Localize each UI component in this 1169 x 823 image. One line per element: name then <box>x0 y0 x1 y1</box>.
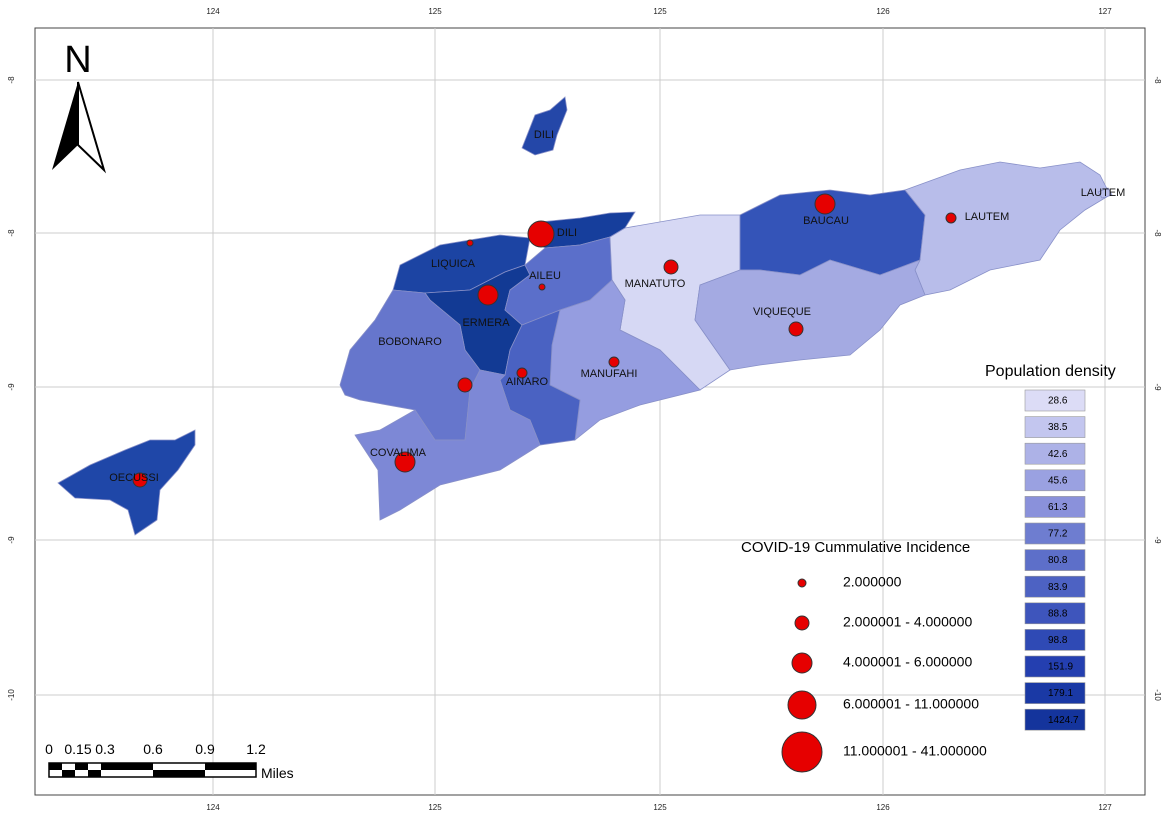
lon-label: 127 <box>1098 7 1112 16</box>
legend-symbol <box>791 652 813 674</box>
legend-label: 151.9 <box>1048 662 1073 673</box>
districts <box>57 96 1113 536</box>
generated: 124 125 125 126 127 124 125 125 126 127 -8 -8 -9 -9 -1… <box>7 7 1162 812</box>
legend-label: 61.3 <box>1048 502 1068 513</box>
legend-swatch <box>1024 522 1086 545</box>
north-arrow: N <box>52 39 107 174</box>
lon-label: 125 <box>428 803 442 812</box>
region-label: DILI <box>557 227 577 239</box>
legend-label: 28.6 <box>1048 396 1068 407</box>
lon-label: 126 <box>876 803 890 812</box>
lat-label: -8 <box>7 229 16 237</box>
legend-label: 6.000001 - 11.000000 <box>843 696 979 712</box>
lat-label: -9 <box>1153 383 1162 391</box>
scale-bar <box>48 762 257 778</box>
legend-swatch <box>1024 682 1086 704</box>
legend-label: 42.6 <box>1048 449 1068 460</box>
region-label: LAUTEM <box>965 211 1010 223</box>
lat-label: -10 <box>7 689 16 701</box>
district-oecussi <box>57 429 196 536</box>
scale-label: 0 <box>45 741 53 757</box>
legend-swatch <box>1024 708 1086 731</box>
lon-label: 125 <box>653 803 667 812</box>
legend-swatch <box>1024 389 1086 412</box>
legend-label: 2.000000 <box>843 574 902 590</box>
legend-title: COVID-19 Cummulative Incidence <box>741 539 970 556</box>
legend-symbol <box>797 578 807 588</box>
lon-label: 124 <box>206 803 220 812</box>
legend-symbol <box>787 690 817 720</box>
lon-label: 125 <box>428 7 442 16</box>
lat-label: -8 <box>7 76 16 84</box>
lon-label: 127 <box>1098 803 1112 812</box>
lat-label: -9 <box>7 383 16 391</box>
lon-label: 124 <box>206 7 220 16</box>
legend-label: 77.2 <box>1048 529 1068 540</box>
district-lautem-islet <box>1097 187 1113 199</box>
legend-label: 98.8 <box>1048 635 1068 646</box>
scale-label: 0.3 <box>95 741 115 757</box>
legend-label: 1424.7 <box>1048 715 1079 726</box>
region-label: LAUTEM <box>1081 187 1126 199</box>
region-label: MANUFAHI <box>581 368 638 380</box>
legend-swatch <box>1024 575 1086 598</box>
legend-title: Population density <box>985 363 1116 380</box>
district-atauro <box>521 96 568 156</box>
legend-label: 2.000001 - 4.000000 <box>843 614 972 630</box>
legend-swatch <box>1024 549 1086 571</box>
region-label: LIQUICA <box>431 258 476 270</box>
incidence-symbols <box>132 193 957 488</box>
district-bobonaro <box>339 289 481 441</box>
scale-label: 0.9 <box>195 741 215 757</box>
region-label: BOBONARO <box>378 336 442 348</box>
legend-label: 4.000001 - 6.000000 <box>843 654 972 670</box>
lat-label: -8 <box>1153 76 1162 84</box>
region-label: BAUCAU <box>803 215 849 227</box>
lat-label: -9 <box>7 536 16 544</box>
lat-label: -10 <box>1153 689 1162 701</box>
scale-label: 0.15 <box>64 741 91 757</box>
region-label: AILEU <box>529 270 561 282</box>
legend-swatch <box>1024 655 1086 678</box>
legend-symbol <box>794 615 810 631</box>
scale-label: 1.2 <box>246 741 266 757</box>
legend-swatch <box>1024 469 1086 492</box>
region-label: VIQUEQUE <box>753 306 811 318</box>
legend-label: 38.5 <box>1048 422 1068 433</box>
region-label: OECUSSI <box>109 472 159 484</box>
legend-label: 80.8 <box>1048 555 1068 566</box>
legend-swatch <box>1024 496 1086 518</box>
legend-swatch <box>1024 629 1086 651</box>
scale-label: 0.6 <box>143 741 163 757</box>
district-covalima <box>354 369 541 521</box>
region-label: MANATUTO <box>625 278 686 290</box>
lon-label: 126 <box>876 7 890 16</box>
legend-symbol <box>781 731 823 773</box>
north-label: N <box>64 39 91 81</box>
legend-label: 45.6 <box>1048 475 1068 486</box>
lat-label: -9 <box>1153 536 1162 544</box>
region-label: ERMERA <box>462 317 510 329</box>
region-label: AINARO <box>506 376 549 388</box>
region-labels: DILI LIQUICA DILI AILEU MANATUTO BAUCAU … <box>109 129 1125 484</box>
legend-label: 179.1 <box>1048 688 1073 699</box>
legend-swatch <box>1024 442 1086 465</box>
lon-label: 125 <box>653 7 667 16</box>
legend-label: 11.000001 - 41.000000 <box>843 743 987 759</box>
legend-label: 83.9 <box>1048 582 1068 593</box>
scale-unit: Miles <box>261 765 294 781</box>
legend-swatch <box>1024 602 1086 625</box>
region-label: DILI <box>534 129 554 141</box>
region-label: COVALIMA <box>370 447 427 459</box>
district-viqueque <box>694 259 926 371</box>
lat-label: -8 <box>1153 229 1162 237</box>
legend-swatch <box>1024 416 1086 438</box>
legend-label: 88.8 <box>1048 608 1068 619</box>
